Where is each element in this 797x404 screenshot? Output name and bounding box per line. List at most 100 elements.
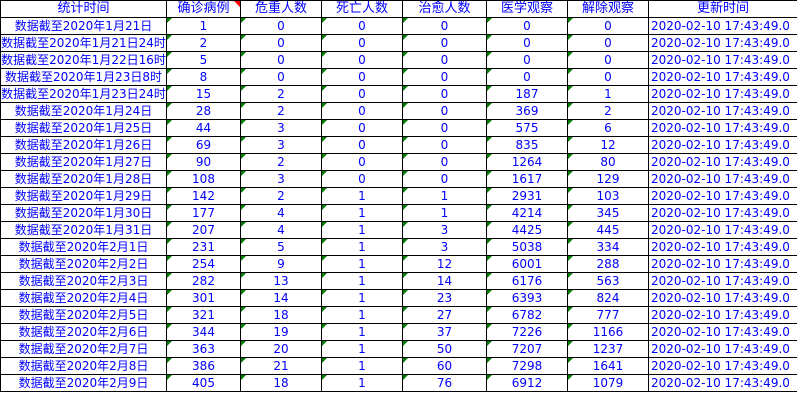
cell-observation[interactable]: 6782 [486,306,568,324]
cell-observation[interactable]: 7207 [486,340,568,358]
cell-deaths[interactable]: 1 [321,306,403,324]
cell-critical[interactable]: 5 [240,238,322,256]
cell-critical[interactable]: 20 [240,340,322,358]
cell-observation[interactable]: 6176 [486,272,568,290]
cell-released[interactable]: 0 [567,68,649,86]
cell-critical[interactable]: 14 [240,289,322,307]
cell-deaths[interactable]: 1 [321,187,403,205]
cell-stat-time[interactable]: 数据截至2020年1月21日 [0,17,167,35]
cell-observation[interactable]: 0 [486,51,568,69]
cell-deaths[interactable]: 1 [321,221,403,239]
cell-stat-time[interactable]: 数据截至2020年2月4日 [0,289,167,307]
cell-observation[interactable]: 1264 [486,153,568,171]
cell-update-time[interactable]: 2020-02-10 17:43:49.0 [648,255,797,273]
cell-update-time[interactable]: 2020-02-10 17:43:49.0 [648,119,797,137]
cell-stat-time[interactable]: 数据截至2020年1月25日 [0,119,167,137]
cell-deaths[interactable]: 0 [321,153,403,171]
cell-released[interactable]: 345 [567,204,649,222]
cell-stat-time[interactable]: 数据截至2020年1月26日 [0,136,167,154]
cell-confirmed[interactable]: 108 [166,170,241,188]
cell-stat-time[interactable]: 数据截至2020年2月2日 [0,255,167,273]
header-cell-update-time[interactable]: 更新时间 [648,0,797,18]
cell-deaths[interactable]: 1 [321,255,403,273]
cell-critical[interactable]: 3 [240,170,322,188]
cell-confirmed[interactable]: 8 [166,68,241,86]
cell-confirmed[interactable]: 321 [166,306,241,324]
cell-stat-time[interactable]: 数据截至2020年1月30日 [0,204,167,222]
cell-released[interactable]: 1237 [567,340,649,358]
cell-released[interactable]: 80 [567,153,649,171]
cell-stat-time[interactable]: 数据截至2020年2月1日 [0,238,167,256]
cell-confirmed[interactable]: 28 [166,102,241,120]
cell-deaths[interactable]: 0 [321,17,403,35]
cell-confirmed[interactable]: 254 [166,255,241,273]
cell-released[interactable]: 563 [567,272,649,290]
cell-observation[interactable]: 2931 [486,187,568,205]
cell-update-time[interactable]: 2020-02-10 17:43:49.0 [648,17,797,35]
cell-observation[interactable]: 835 [486,136,568,154]
cell-critical[interactable]: 2 [240,187,322,205]
cell-stat-time[interactable]: 数据截至2020年2月9日 [0,374,167,392]
cell-recovered[interactable]: 0 [402,51,487,69]
cell-recovered[interactable]: 0 [402,68,487,86]
cell-released[interactable]: 0 [567,34,649,52]
cell-update-time[interactable]: 2020-02-10 17:43:49.0 [648,170,797,188]
cell-update-time[interactable]: 2020-02-10 17:43:49.0 [648,238,797,256]
cell-confirmed[interactable]: 282 [166,272,241,290]
cell-confirmed[interactable]: 405 [166,374,241,392]
cell-critical[interactable]: 0 [240,17,322,35]
cell-deaths[interactable]: 0 [321,170,403,188]
cell-stat-time[interactable]: 数据截至2020年2月8日 [0,357,167,375]
cell-confirmed[interactable]: 5 [166,51,241,69]
header-cell-stat-time[interactable]: 统计时间 [0,0,167,18]
cell-stat-time[interactable]: 数据截至2020年1月22日16时 [0,51,167,69]
cell-released[interactable]: 334 [567,238,649,256]
cell-confirmed[interactable]: 231 [166,238,241,256]
cell-update-time[interactable]: 2020-02-10 17:43:49.0 [648,102,797,120]
cell-confirmed[interactable]: 344 [166,323,241,341]
cell-recovered[interactable]: 1 [402,204,487,222]
cell-released[interactable]: 1079 [567,374,649,392]
cell-critical[interactable]: 3 [240,119,322,137]
cell-critical[interactable]: 13 [240,272,322,290]
cell-critical[interactable]: 0 [240,68,322,86]
cell-confirmed[interactable]: 15 [166,85,241,103]
cell-update-time[interactable]: 2020-02-10 17:43:49.0 [648,306,797,324]
cell-recovered[interactable]: 3 [402,238,487,256]
cell-critical[interactable]: 19 [240,323,322,341]
cell-stat-time[interactable]: 数据截至2020年2月3日 [0,272,167,290]
cell-recovered[interactable]: 0 [402,102,487,120]
cell-deaths[interactable]: 0 [321,119,403,137]
cell-recovered[interactable]: 0 [402,119,487,137]
cell-observation[interactable]: 369 [486,102,568,120]
cell-released[interactable]: 1166 [567,323,649,341]
cell-recovered[interactable]: 60 [402,357,487,375]
cell-released[interactable]: 103 [567,187,649,205]
cell-recovered[interactable]: 0 [402,34,487,52]
cell-critical[interactable]: 2 [240,102,322,120]
cell-deaths[interactable]: 0 [321,68,403,86]
cell-confirmed[interactable]: 2 [166,34,241,52]
cell-stat-time[interactable]: 数据截至2020年1月23日8时 [0,68,167,86]
cell-critical[interactable]: 2 [240,153,322,171]
cell-stat-time[interactable]: 数据截至2020年2月5日 [0,306,167,324]
cell-released[interactable]: 777 [567,306,649,324]
cell-critical[interactable]: 18 [240,374,322,392]
cell-observation[interactable]: 0 [486,68,568,86]
cell-confirmed[interactable]: 177 [166,204,241,222]
cell-critical[interactable]: 4 [240,221,322,239]
cell-recovered[interactable]: 3 [402,221,487,239]
cell-confirmed[interactable]: 301 [166,289,241,307]
cell-confirmed[interactable]: 386 [166,357,241,375]
cell-stat-time[interactable]: 数据截至2020年1月31日 [0,221,167,239]
cell-critical[interactable]: 0 [240,51,322,69]
cell-released[interactable]: 2 [567,102,649,120]
cell-recovered[interactable]: 1 [402,187,487,205]
cell-released[interactable]: 445 [567,221,649,239]
cell-update-time[interactable]: 2020-02-10 17:43:49.0 [648,153,797,171]
header-cell-recovered[interactable]: 治愈人数 [402,0,487,18]
cell-stat-time[interactable]: 数据截至2020年1月27日 [0,153,167,171]
cell-observation[interactable]: 4214 [486,204,568,222]
cell-critical[interactable]: 4 [240,204,322,222]
cell-recovered[interactable]: 14 [402,272,487,290]
